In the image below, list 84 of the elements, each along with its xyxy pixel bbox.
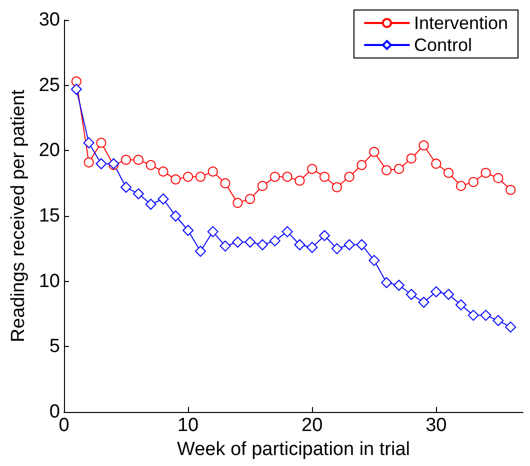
point — [344, 172, 354, 182]
point — [493, 173, 504, 184]
point — [270, 172, 280, 182]
y-tick-label: 25 — [38, 74, 60, 96]
point — [71, 76, 82, 86]
point — [430, 286, 442, 298]
point — [394, 164, 404, 174]
x-tick-label: 10 — [177, 415, 199, 436]
point — [319, 230, 330, 242]
point — [505, 322, 516, 333]
y-tick-label: 20 — [38, 140, 60, 162]
point — [331, 243, 342, 254]
point — [269, 235, 280, 246]
point — [306, 242, 318, 253]
point — [220, 240, 231, 252]
point — [418, 140, 429, 150]
point — [368, 254, 380, 266]
y-tick-label: 0 — [49, 402, 60, 422]
point — [369, 146, 380, 157]
point — [406, 154, 416, 164]
point — [282, 226, 293, 238]
point — [170, 210, 182, 222]
point — [133, 154, 144, 165]
x-axis-title: Week of participation in trial — [176, 438, 410, 460]
legend-label: Control — [414, 35, 472, 55]
point — [257, 180, 268, 191]
point — [418, 296, 430, 308]
point — [480, 168, 491, 178]
point — [356, 160, 367, 170]
point — [307, 164, 318, 174]
point — [146, 160, 156, 170]
point — [456, 180, 466, 191]
point — [96, 158, 107, 170]
y-tick-label: 15 — [38, 206, 60, 226]
point — [120, 182, 132, 193]
point — [344, 239, 355, 250]
point — [182, 224, 194, 236]
point — [232, 236, 244, 248]
point — [444, 168, 454, 178]
x-tick-label: 30 — [426, 415, 447, 436]
point — [158, 166, 168, 177]
point — [492, 315, 504, 326]
point — [431, 158, 442, 169]
point — [468, 310, 479, 321]
x-tick-label: 20 — [302, 415, 323, 436]
point — [132, 188, 144, 200]
point — [506, 184, 516, 195]
point — [356, 239, 368, 250]
y-tick-label: 30 — [38, 10, 60, 30]
point — [208, 166, 218, 177]
y-tick-label: 5 — [49, 336, 60, 358]
point — [121, 154, 132, 165]
point — [382, 165, 392, 176]
point — [256, 239, 268, 250]
point — [170, 174, 181, 184]
y-tick-label: 10 — [38, 270, 60, 292]
point — [195, 172, 206, 182]
y-axis-title: Readings received per patient — [8, 89, 29, 342]
point — [145, 198, 156, 210]
legend-label: Intervention — [414, 13, 508, 33]
point — [232, 198, 243, 208]
point — [406, 288, 417, 300]
point — [207, 226, 218, 238]
point — [245, 194, 256, 204]
point — [83, 137, 94, 148]
point — [220, 178, 230, 188]
point — [393, 280, 404, 291]
point — [183, 172, 194, 182]
point — [194, 246, 206, 257]
point — [294, 176, 305, 186]
point — [158, 194, 169, 205]
point — [332, 182, 342, 192]
point — [282, 172, 292, 182]
point — [468, 177, 478, 188]
point — [96, 138, 106, 148]
point — [443, 288, 454, 300]
point — [480, 310, 492, 321]
point — [294, 239, 306, 250]
point — [84, 157, 94, 168]
point — [70, 84, 82, 95]
point — [381, 277, 392, 288]
point — [320, 172, 330, 182]
point — [244, 236, 256, 248]
point — [455, 299, 466, 310]
